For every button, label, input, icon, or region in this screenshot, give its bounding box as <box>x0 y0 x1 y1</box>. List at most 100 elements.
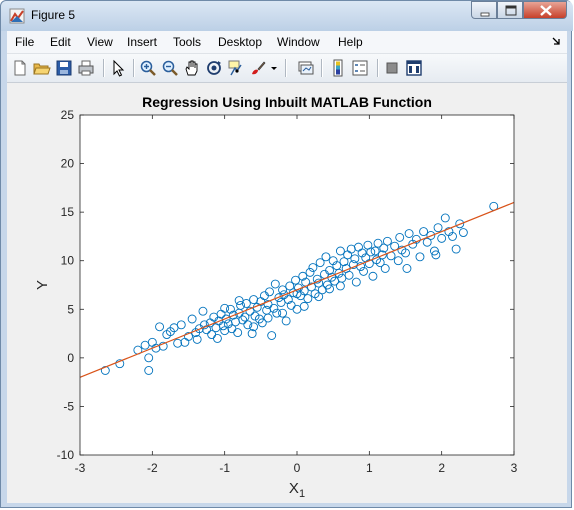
menu-file[interactable]: File <box>15 35 35 49</box>
data-point <box>315 258 325 268</box>
menu-edit[interactable]: Edit <box>50 35 71 49</box>
x-axis-label-main: X <box>289 480 299 497</box>
dock-arrow-icon[interactable] <box>551 36 561 46</box>
data-point <box>187 314 197 324</box>
data-point <box>351 277 361 287</box>
pan-icon[interactable] <box>183 59 201 77</box>
x-tick-label: 3 <box>511 461 518 475</box>
data-point <box>243 320 253 330</box>
data-point <box>312 274 322 284</box>
data-point <box>429 246 439 256</box>
data-point <box>226 304 235 314</box>
data-point <box>373 238 383 248</box>
data-point <box>431 250 441 260</box>
x-axis-label-subscript: 1 <box>299 488 305 500</box>
save-icon[interactable] <box>55 59 73 77</box>
data-point <box>451 244 461 254</box>
show-plot-tools-icon[interactable] <box>405 59 423 77</box>
maximize-button[interactable] <box>497 1 523 19</box>
data-point <box>395 232 405 242</box>
link-plot-icon[interactable] <box>297 59 315 77</box>
data-point <box>364 259 374 269</box>
data-point <box>221 314 231 324</box>
open-file-icon[interactable] <box>33 59 51 77</box>
data-point <box>370 246 380 256</box>
y-tick-label: 10 <box>61 254 75 268</box>
data-point <box>263 313 273 323</box>
data-point <box>325 265 334 275</box>
data-point <box>422 237 432 247</box>
legend-icon[interactable] <box>351 59 369 77</box>
menu-view[interactable]: View <box>87 35 113 49</box>
rotate-3d-icon[interactable] <box>205 59 223 77</box>
data-point <box>307 282 316 292</box>
y-tick-label: 5 <box>67 302 74 316</box>
title-bar[interactable]: Figure 5 <box>1 1 573 31</box>
menu-window[interactable]: Window <box>277 35 320 49</box>
regression-line <box>79 201 515 378</box>
data-point <box>245 306 255 316</box>
print-icon[interactable] <box>77 59 95 77</box>
x-tick-label: 0 <box>294 461 301 475</box>
minimize-button[interactable] <box>471 1 497 19</box>
menu-tools[interactable]: Tools <box>173 35 202 49</box>
data-point <box>257 318 267 328</box>
data-point <box>212 333 222 343</box>
data-point <box>173 338 183 348</box>
data-point <box>433 223 443 233</box>
brush-icon[interactable] <box>249 59 267 77</box>
figure-canvas: Regression Using Inbuilt MATLAB Function… <box>7 83 567 503</box>
close-button[interactable] <box>523 1 567 19</box>
data-point <box>440 213 450 223</box>
matlab-figure-icon <box>9 8 25 24</box>
data-point <box>236 300 246 310</box>
colorbar-icon[interactable] <box>329 59 347 77</box>
dropdown-arrow-icon[interactable] <box>269 59 279 77</box>
zoom-in-icon[interactable] <box>139 59 157 77</box>
data-point <box>234 296 244 305</box>
pointer-icon[interactable] <box>109 59 127 77</box>
x-tick-label: -2 <box>147 461 158 475</box>
data-point <box>285 281 295 291</box>
data-cursor-icon[interactable] <box>227 59 245 77</box>
menu-help[interactable]: Help <box>338 35 363 49</box>
data-point <box>198 306 208 316</box>
y-tick-label: 0 <box>67 351 74 365</box>
data-point <box>247 329 257 339</box>
data-point <box>291 275 301 285</box>
data-point <box>314 292 324 302</box>
hide-plot-tools-icon[interactable] <box>383 59 401 77</box>
x-tick-label: 1 <box>366 461 373 475</box>
data-point <box>278 308 287 318</box>
data-point <box>356 262 366 271</box>
zoom-out-icon[interactable] <box>161 59 179 77</box>
data-point <box>339 257 349 267</box>
data-point <box>144 353 154 363</box>
data-point <box>298 271 308 281</box>
x-tick-label: -1 <box>219 461 230 475</box>
toolbar-separator <box>103 59 104 77</box>
x-tick-label: 2 <box>438 461 445 475</box>
y-tick-label: -5 <box>63 399 74 413</box>
new-figure-icon[interactable] <box>11 59 29 77</box>
data-point <box>321 252 331 262</box>
toolbar-separator <box>285 59 286 77</box>
data-point <box>359 266 368 276</box>
x-axis-label: X1 <box>289 480 305 500</box>
data-point <box>283 295 293 305</box>
data-point <box>308 263 318 272</box>
data-point <box>238 315 248 325</box>
plot-area[interactable] <box>80 115 514 455</box>
data-point <box>411 234 421 244</box>
menu-desktop[interactable]: Desktop <box>218 35 263 49</box>
data-point <box>350 254 360 264</box>
toolbar-separator <box>377 59 378 77</box>
menu-insert[interactable]: Insert <box>127 35 158 49</box>
data-point <box>380 264 390 273</box>
data-point <box>382 236 392 246</box>
window-title: Figure 5 <box>31 8 76 22</box>
data-point <box>455 219 465 229</box>
data-point <box>366 247 376 257</box>
data-point <box>415 252 425 262</box>
